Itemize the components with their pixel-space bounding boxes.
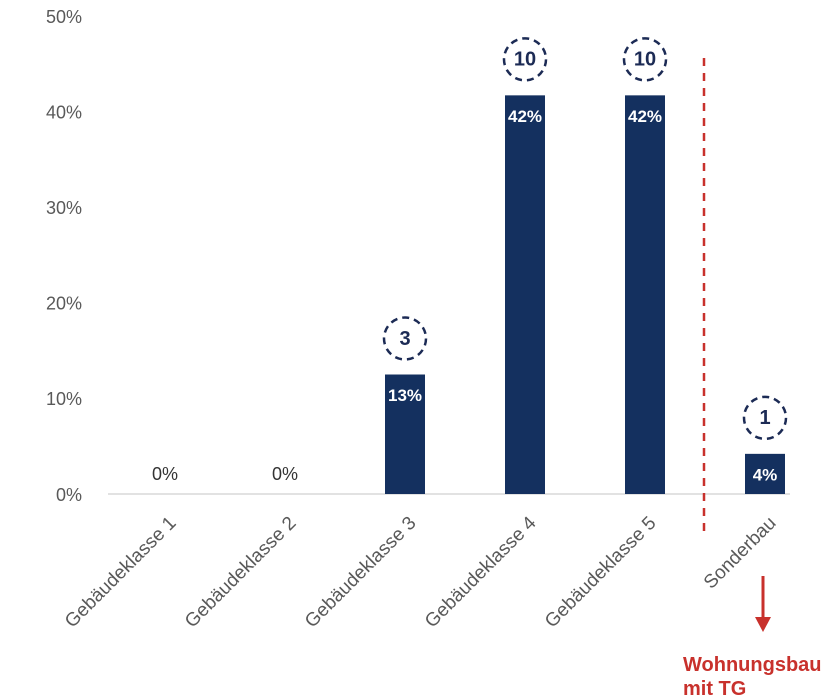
x-tick-label: Gebäudeklasse 4 <box>421 512 541 632</box>
y-tick-label: 10% <box>46 389 82 409</box>
count-circle <box>382 316 428 361</box>
bar <box>745 453 785 494</box>
x-tick-label: Sonderbau <box>700 513 781 594</box>
count-circle <box>622 37 668 82</box>
x-tick-label: Gebäudeklasse 3 <box>301 513 420 632</box>
y-axis: 0% 10% 20% 30% 40% 50% <box>46 7 82 505</box>
annotation-line-1: Wohnungsbau <box>683 654 822 676</box>
bar <box>505 95 545 495</box>
bar-value-label: 0% <box>272 464 298 484</box>
x-tick-label: Gebäudeklasse 2 <box>181 513 300 632</box>
count-circle <box>742 395 788 441</box>
bar-value-label: 13% <box>388 386 422 405</box>
y-tick-label: 50% <box>46 7 82 27</box>
x-tick-label: Gebäudeklasse 1 <box>61 513 180 632</box>
bar-value-label: 42% <box>628 107 662 126</box>
bar-value-label: 0% <box>152 464 178 484</box>
arrow-head <box>755 617 771 632</box>
bar-value-label: 4% <box>753 465 778 484</box>
bar <box>385 374 425 494</box>
y-tick-label: 30% <box>46 198 82 218</box>
y-tick-label: 0% <box>56 485 82 505</box>
down-arrow-icon <box>755 576 771 632</box>
bar <box>625 95 665 495</box>
bar-series: 0% 0% 13% 3 42% 10 42% 10 4% 1 <box>152 37 788 495</box>
count-label: 10 <box>514 49 536 71</box>
count-circle <box>502 37 548 82</box>
count-label: 10 <box>634 49 656 71</box>
y-tick-label: 40% <box>46 102 82 122</box>
x-tick-label: Gebäudeklasse 5 <box>541 513 660 632</box>
annotation-line-2: mit TG <box>683 678 746 700</box>
count-label: 1 <box>759 407 770 429</box>
bar-value-label: 42% <box>508 107 542 126</box>
y-tick-label: 20% <box>46 294 82 314</box>
x-axis: Gebäudeklasse 1 Gebäudeklasse 2 Gebäudekla… <box>61 512 780 632</box>
count-label: 3 <box>399 328 410 350</box>
